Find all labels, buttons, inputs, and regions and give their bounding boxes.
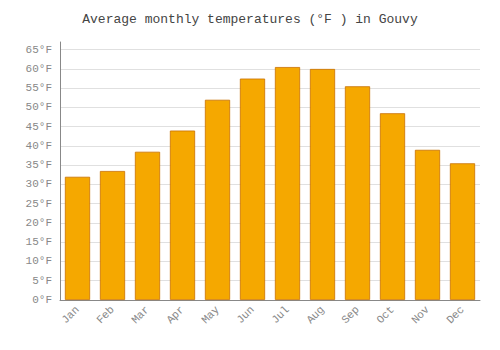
- svg-text:20°F: 20°F: [26, 217, 52, 229]
- svg-text:0°F: 0°F: [32, 294, 52, 306]
- svg-text:25°F: 25°F: [26, 198, 52, 210]
- svg-text:Sep: Sep: [339, 304, 361, 326]
- svg-text:Jan: Jan: [59, 304, 81, 326]
- svg-text:Jul: Jul: [269, 304, 291, 326]
- svg-text:60°F: 60°F: [26, 63, 52, 75]
- svg-text:55°F: 55°F: [26, 82, 52, 94]
- svg-text:15°F: 15°F: [26, 236, 52, 248]
- svg-text:Mar: Mar: [129, 304, 151, 326]
- svg-text:10°F: 10°F: [26, 255, 52, 267]
- svg-text:35°F: 35°F: [26, 159, 52, 171]
- svg-text:Dec: Dec: [444, 304, 466, 326]
- svg-text:Aug: Aug: [304, 304, 326, 326]
- svg-text:40°F: 40°F: [26, 140, 52, 152]
- svg-text:5°F: 5°F: [32, 275, 52, 287]
- svg-text:Feb: Feb: [94, 304, 116, 326]
- svg-text:45°F: 45°F: [26, 121, 52, 133]
- svg-text:May: May: [199, 303, 222, 326]
- svg-text:Average monthly temperatures (: Average monthly temperatures (°F ) in Go…: [82, 12, 418, 27]
- svg-text:Jun: Jun: [234, 304, 256, 326]
- svg-text:Oct: Oct: [374, 304, 396, 326]
- svg-text:50°F: 50°F: [26, 101, 52, 113]
- svg-text:30°F: 30°F: [26, 178, 52, 190]
- svg-text:65°F: 65°F: [26, 44, 52, 56]
- svg-text:Nov: Nov: [409, 303, 432, 326]
- svg-text:Apr: Apr: [164, 304, 186, 326]
